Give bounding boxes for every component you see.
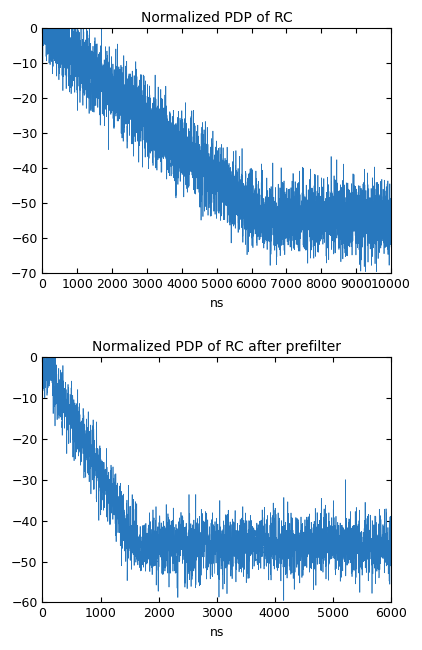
X-axis label: ns: ns (210, 626, 224, 639)
X-axis label: ns: ns (210, 296, 224, 309)
Title: Normalized PDP of RC after prefilter: Normalized PDP of RC after prefilter (92, 341, 341, 354)
Title: Normalized PDP of RC: Normalized PDP of RC (141, 11, 292, 25)
